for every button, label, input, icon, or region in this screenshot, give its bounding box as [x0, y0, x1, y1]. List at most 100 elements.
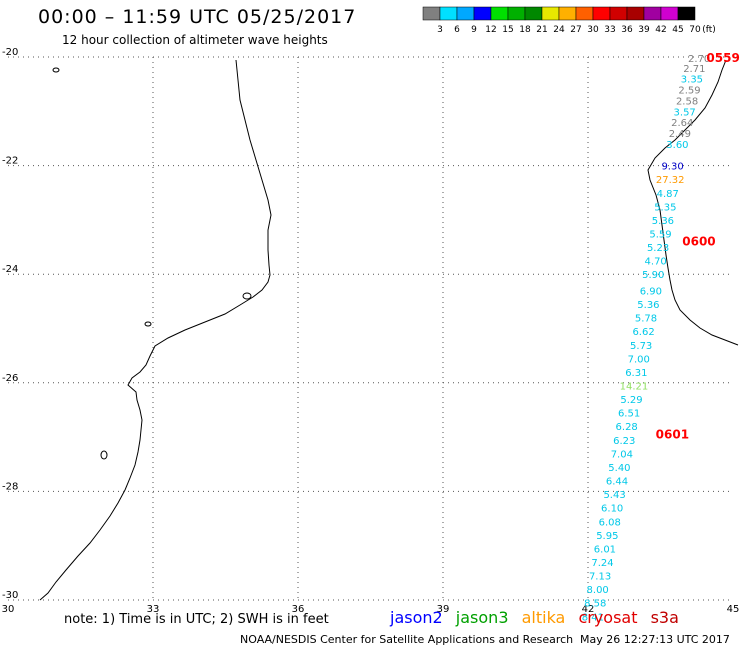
wave-height-point: 3.57 — [674, 107, 696, 118]
x-tick-label: 45 — [727, 604, 740, 615]
wave-height-point: 7.00 — [628, 354, 650, 365]
sat-s3a: s3a — [650, 608, 679, 627]
chart-subtitle: 12 hour collection of altimeter wave hei… — [62, 33, 328, 47]
wave-height-point: 3.60 — [666, 140, 688, 151]
legend-tick: 30 — [587, 25, 599, 34]
wave-height-point: 6.44 — [606, 477, 628, 488]
wave-height-point: 7.24 — [591, 558, 613, 569]
wave-height-point: 8.58 — [584, 599, 606, 610]
legend-tick: 27 — [570, 25, 581, 34]
wave-height-point: 5.35 — [654, 202, 676, 213]
wave-height-point: 6.08 — [599, 517, 621, 528]
chart-title: 00:00 – 11:59 UTC 05/25/2017 — [38, 6, 357, 28]
wave-height-point: 2.70 — [688, 54, 710, 65]
legend-tick: 18 — [519, 25, 531, 34]
wave-height-point: 5.36 — [637, 300, 659, 311]
wave-height-point: 2.49 — [669, 129, 691, 140]
coastline — [39, 59, 739, 601]
wave-height-point: 3.35 — [681, 75, 703, 86]
wave-height-point: 2.58 — [676, 96, 698, 107]
credit-text: NOAA/NESDIS Center for Satellite Applica… — [240, 633, 574, 646]
africa-coastline — [39, 59, 272, 601]
wave-height-point: 14.21 — [620, 382, 649, 393]
wave-height-point: 9.30 — [661, 162, 683, 173]
time-label: 0600 — [682, 235, 715, 249]
wave-height-point: 6.90 — [640, 286, 662, 297]
wave-height-point: 5.23 — [647, 243, 669, 254]
data-points: 2.702.713.352.592.583.572.642.493.60 9.30… — [582, 54, 711, 623]
wave-height-point: 8.00 — [587, 585, 609, 596]
legend-swatch — [677, 6, 696, 21]
legend-tick: 3 — [437, 25, 443, 34]
legend-tick: 9 — [471, 25, 477, 34]
wave-height-point: 5.40 — [608, 463, 630, 474]
island — [242, 292, 252, 300]
legend-tick: 6 — [454, 25, 460, 34]
wave-height-point: 5.95 — [596, 531, 618, 542]
color-legend: 3 6 9 12 15 18 21 24 27 30 33 36 39 42 45 70 (ft) — [422, 6, 716, 34]
wave-height-point: 5.90 — [642, 270, 664, 281]
time-label: 0559 — [706, 51, 739, 65]
wave-height-point: 4.70 — [645, 257, 667, 268]
time-label: 0601 — [656, 427, 689, 441]
wave-height-point: 6.10 — [601, 504, 623, 515]
legend-tick: 45 — [672, 25, 683, 34]
grid — [8, 56, 733, 601]
x-tick-label: 30 — [2, 604, 15, 615]
x-tick-label: 36 — [292, 604, 305, 615]
island — [144, 321, 152, 327]
island — [100, 450, 108, 460]
wave-height-point: 6.62 — [632, 327, 654, 338]
sat-jason3: jason3 — [455, 608, 509, 627]
y-tick-label: -30 — [2, 590, 18, 601]
x-tick-label: 33 — [147, 604, 160, 615]
x-tick-label: 39 — [437, 604, 450, 615]
wave-height-point: 8.41 — [582, 612, 604, 623]
y-tick-label: -22 — [2, 156, 18, 167]
y-tick-label: -28 — [2, 481, 18, 492]
wave-height-point: 2.64 — [671, 118, 693, 129]
footer-note: note: 1) Time is in UTC; 2) SWH is in fe… — [64, 612, 329, 627]
legend-unit: (ft) — [702, 25, 716, 34]
legend-tick: 39 — [638, 25, 650, 34]
sat-cryosat: cryosat — [578, 608, 638, 627]
madagascar-coastline — [647, 59, 739, 346]
wave-height-point: 2.71 — [683, 64, 705, 75]
sat-altika: altika — [521, 608, 566, 627]
wave-height-point: 7.13 — [589, 572, 611, 583]
time-labels: 0559 0600 0601 — [656, 51, 740, 441]
wave-height-point: 4.87 — [657, 189, 679, 200]
wave-height-point: 5.43 — [603, 490, 625, 501]
legend-tick: 15 — [502, 25, 513, 34]
y-tick-label: -26 — [2, 373, 18, 384]
legend-tick: 21 — [536, 25, 547, 34]
legend-tick: 33 — [604, 25, 615, 34]
wave-height-point: 6.31 — [625, 368, 647, 379]
wave-height-point: 7.04 — [611, 449, 633, 460]
wave-height-point: 2.59 — [678, 86, 700, 97]
wave-height-point: 6.28 — [616, 422, 638, 433]
wave-height-point: 6.01 — [594, 544, 616, 555]
legend-tick: 12 — [485, 25, 496, 34]
wave-height-point: 6.51 — [618, 409, 640, 420]
wave-height-point: 5.78 — [635, 314, 657, 325]
legend-tick: 70 — [689, 25, 701, 34]
legend-tick: 36 — [621, 25, 633, 34]
wave-height-point: 27.32 — [656, 175, 685, 186]
wave-height-point: 5.29 — [620, 395, 642, 406]
y-tick-label: -20 — [2, 47, 18, 58]
legend-tick: 42 — [655, 25, 666, 34]
wave-height-point: 5.59 — [649, 229, 671, 240]
sat-jason2: jason2 — [390, 608, 443, 627]
x-tick-label: 42 — [582, 604, 595, 615]
y-tick-label: -24 — [2, 264, 18, 275]
credit-timestamp: May 26 12:27:13 UTC 2017 — [580, 633, 730, 646]
axis-labels: 30 33 36 39 42 45 -20 -22 -24 -26 -28 -30 — [2, 47, 740, 615]
island — [52, 67, 60, 73]
wave-height-point: 6.23 — [613, 436, 635, 447]
wave-height-point: 5.36 — [652, 216, 674, 227]
wave-height-point: 5.73 — [630, 341, 652, 352]
satellite-legend: jason2 jason3 altika cryosat s3a — [390, 608, 687, 627]
legend-tick: 24 — [553, 25, 565, 34]
